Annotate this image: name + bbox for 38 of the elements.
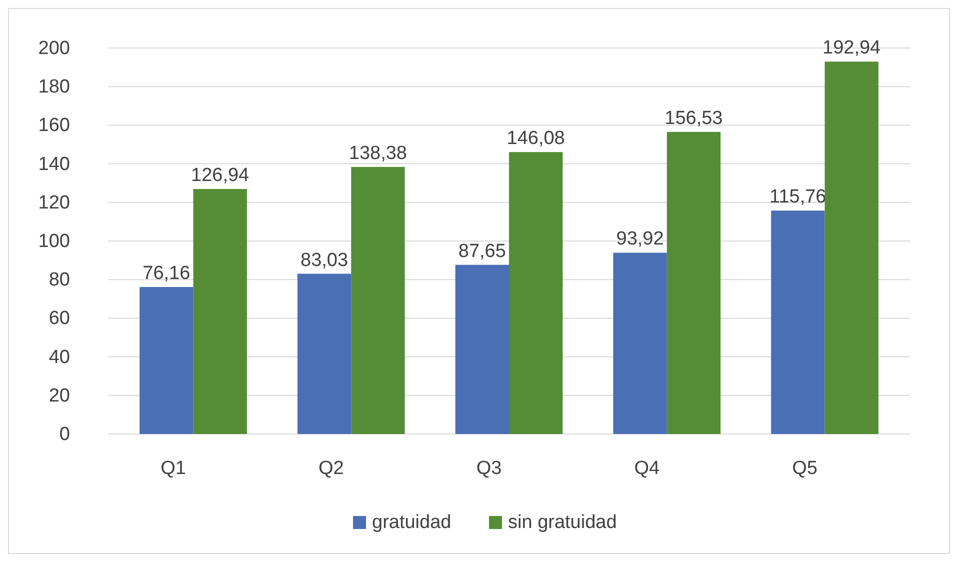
data-label: 115,76 [770,186,826,208]
data-label: 126,94 [191,165,250,186]
data-label: 87,65 [458,240,506,262]
y-tick-label: 100 [38,231,70,252]
bar [666,132,721,434]
bar [824,62,878,434]
data-label: 146,08 [506,128,565,150]
legend-label: sin gratuidad [508,512,617,533]
y-tick-label: 140 [38,154,70,175]
bar [297,274,352,434]
y-tick-label: 200 [38,38,70,59]
y-tick-label: 20 [48,385,70,406]
y-tick-label: 80 [48,270,70,291]
y-tick-label: 0 [59,424,70,445]
bar [351,166,405,434]
y-tick-label: 180 [38,76,70,98]
x-tick-label: Q2 [318,458,344,479]
legend-label: gratuidad [372,512,452,533]
bar [193,189,247,434]
x-tick-label: Q4 [634,458,660,479]
x-tick-label: Q1 [160,458,186,479]
data-label: 156,53 [664,108,723,129]
data-label: 192,94 [822,38,882,59]
y-tick-label: 40 [48,346,70,368]
x-tick-label: Q3 [476,458,502,479]
data-label: 83,03 [300,250,348,271]
data-label: 138,38 [348,142,408,164]
x-tick-label: Q5 [792,458,818,479]
bar [771,210,825,434]
data-label: 93,92 [616,228,664,250]
bar [613,252,667,434]
data-label: 76,16 [142,263,190,284]
bar [455,264,509,434]
y-tick-label: 120 [38,192,70,214]
y-tick-label: 160 [38,115,70,136]
bar [140,287,194,434]
bar [509,152,563,434]
y-tick-label: 60 [48,308,70,330]
